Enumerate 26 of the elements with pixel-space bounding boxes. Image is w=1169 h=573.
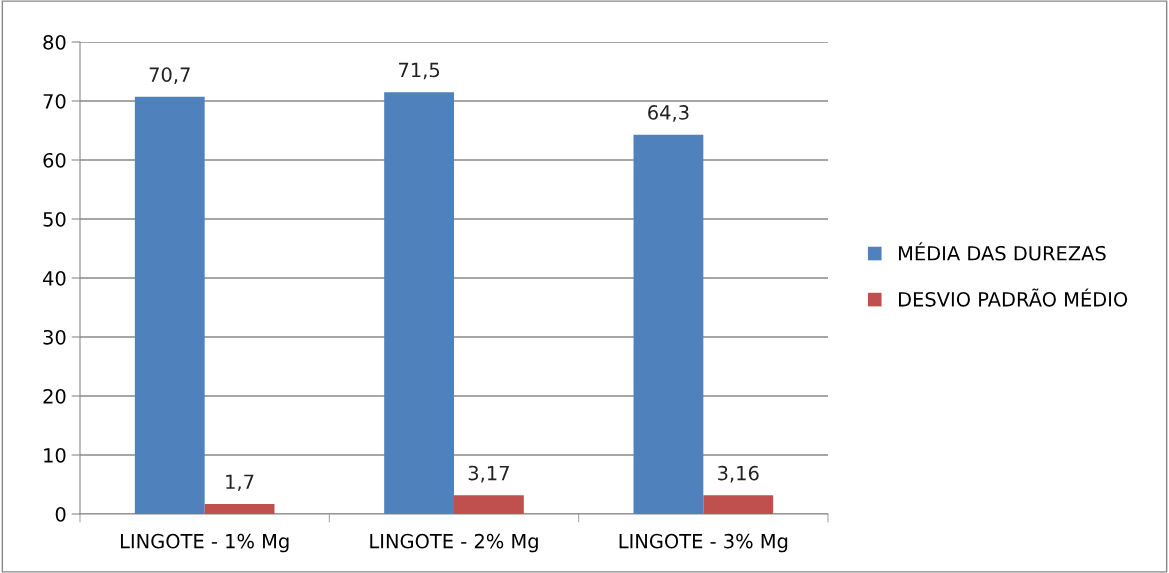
data-label: 3,17 <box>468 465 509 483</box>
y-tick-label: 40 <box>43 270 66 286</box>
data-label: 71,5 <box>399 62 440 80</box>
data-label: 3,16 <box>718 465 759 483</box>
legend-label: DESVIO PADRÃO MÉDIO <box>899 288 1128 307</box>
x-tick-label: LINGOTE - 3% Mg <box>619 533 788 553</box>
data-label: 1,7 <box>226 474 254 492</box>
y-tick-label: 60 <box>43 152 66 168</box>
y-tick-label: 50 <box>43 211 66 227</box>
y-tick-label: 20 <box>43 388 66 404</box>
y-tick-label: 70 <box>43 93 66 109</box>
y-tick-label: 30 <box>43 329 66 345</box>
y-tick-label: 0 <box>55 506 66 522</box>
y-tick-label: 80 <box>43 34 66 50</box>
legend-label: MÉDIA DAS DUREZAS <box>899 242 1106 261</box>
bar <box>454 495 524 514</box>
data-label: 64,3 <box>648 105 689 122</box>
bar <box>134 96 205 514</box>
x-tick-label: LINGOTE - 2% Mg <box>370 533 538 553</box>
bar <box>384 92 454 514</box>
y-tick-label: 10 <box>44 447 66 463</box>
bar <box>633 134 704 514</box>
data-label: 70,7 <box>149 67 190 84</box>
x-tick-label: LINGOTE - 1% Mg <box>120 533 289 553</box>
bar <box>703 495 774 514</box>
bar <box>204 503 275 514</box>
